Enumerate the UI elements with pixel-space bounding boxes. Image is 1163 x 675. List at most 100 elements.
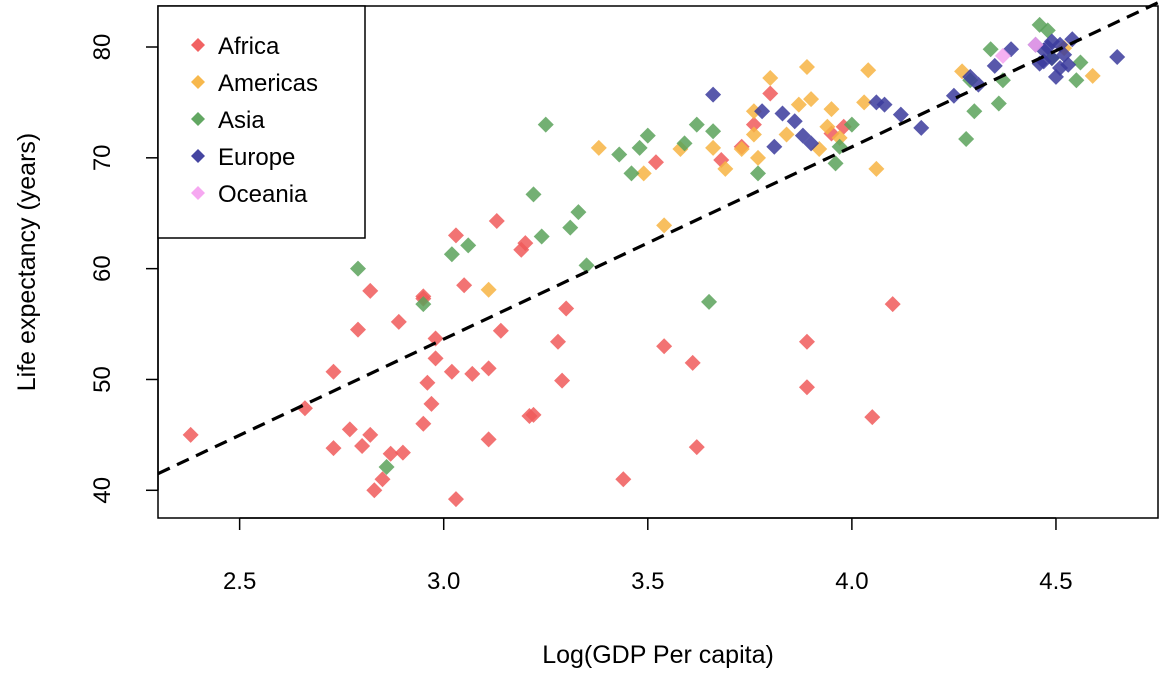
legend-label-americas: Americas: [218, 70, 318, 97]
data-point-africa-12: [390, 313, 407, 330]
data-point-americas-21: [860, 62, 877, 79]
data-point-americas-19: [831, 129, 848, 146]
data-point-asia-0: [350, 260, 366, 277]
data-point-africa-2: [325, 363, 342, 380]
data-point-americas-6: [717, 160, 734, 177]
x-tick-label: 2.5: [223, 568, 256, 595]
points-layer: [182, 16, 1126, 508]
data-point-americas-18: [823, 101, 840, 118]
data-point-africa-50: [864, 409, 881, 426]
data-point-americas-20: [856, 94, 873, 111]
data-point-africa-33: [525, 406, 542, 423]
data-point-asia-11: [611, 146, 628, 163]
data-point-americas-9: [745, 103, 762, 120]
data-point-asia-5: [525, 186, 542, 203]
data-point-asia-9: [570, 204, 587, 221]
data-point-asia-14: [639, 127, 656, 144]
data-point-asia-26: [982, 41, 999, 58]
data-point-africa-10: [374, 471, 391, 488]
data-point-africa-26: [480, 360, 497, 377]
data-point-europe-8: [876, 96, 893, 113]
data-point-asia-21: [831, 138, 848, 155]
data-point-africa-20: [427, 330, 444, 347]
data-point-europe-29: [1109, 48, 1126, 65]
data-point-americas-17: [819, 118, 836, 135]
data-point-europe-11: [945, 87, 962, 104]
data-point-asia-27: [990, 95, 1007, 112]
y-axis: 40 50 60 70 80: [89, 34, 159, 504]
data-point-africa-46: [798, 379, 815, 396]
data-point-asia-19: [750, 165, 766, 182]
data-point-asia-1: [378, 459, 395, 476]
legend-marker-europe: [191, 149, 205, 163]
data-point-asia-2: [415, 296, 432, 313]
data-point-americas-1: [590, 139, 607, 156]
data-point-africa-23: [447, 491, 464, 508]
data-point-americas-7: [733, 140, 750, 157]
legend-label-africa: Africa: [218, 33, 280, 60]
data-point-asia-10: [578, 257, 595, 274]
x-tick-label: 3.5: [631, 568, 664, 595]
data-point-asia-32: [1068, 72, 1085, 89]
data-point-asia-17: [701, 293, 718, 310]
data-point-oceania-1: [1027, 36, 1044, 53]
data-point-asia-18: [705, 123, 722, 140]
data-point-europe-9: [892, 106, 909, 123]
data-point-americas-8: [745, 126, 762, 143]
data-point-europe-10: [913, 119, 930, 136]
data-point-africa-40: [684, 354, 701, 371]
data-point-africa-13: [394, 444, 411, 461]
data-point-americas-14: [798, 58, 815, 75]
data-point-americas-12: [778, 126, 795, 143]
data-point-africa-36: [558, 300, 575, 317]
data-point-africa-9: [366, 482, 383, 499]
data-point-americas-15: [803, 91, 820, 108]
data-point-europe-6: [803, 135, 820, 152]
data-point-asia-23: [958, 130, 975, 147]
data-point-europe-0: [705, 86, 722, 103]
data-point-africa-18: [423, 395, 440, 412]
data-point-europe-22: [1043, 50, 1060, 67]
data-point-africa-0: [182, 426, 199, 443]
data-point-americas-22: [868, 160, 885, 177]
data-point-africa-21: [443, 363, 460, 380]
data-point-europe-28: [1064, 31, 1081, 48]
data-point-asia-25: [966, 103, 983, 120]
data-point-africa-51: [884, 296, 901, 313]
data-point-americas-25: [1084, 67, 1101, 84]
data-point-africa-6: [354, 437, 371, 454]
legend-marker-americas: [191, 75, 205, 89]
y-tick-label: 70: [89, 144, 116, 171]
y-tick-label: 80: [89, 34, 116, 61]
data-point-africa-27: [480, 431, 497, 448]
legend-marker-asia: [191, 112, 205, 126]
data-point-africa-45: [762, 85, 779, 102]
data-point-africa-16: [415, 415, 432, 432]
data-point-africa-34: [550, 333, 566, 350]
data-point-asia-4: [460, 237, 477, 254]
data-point-asia-8: [562, 219, 579, 236]
data-point-europe-1: [754, 103, 771, 120]
x-axis: 2.5 3.0 3.5 4.0 4.5: [223, 517, 1073, 595]
data-point-africa-38: [647, 154, 664, 171]
data-point-asia-33: [1072, 54, 1089, 71]
data-point-africa-19: [427, 350, 444, 367]
data-point-africa-37: [615, 471, 632, 488]
data-point-europe-2: [766, 138, 783, 155]
data-point-africa-25: [464, 365, 481, 382]
legend-label-europe: Europe: [218, 144, 295, 171]
data-point-africa-35: [554, 372, 571, 389]
legend-label-asia: Asia: [218, 107, 265, 134]
legend: Africa Americas Asia Europe Oceania: [157, 5, 366, 239]
data-point-africa-3: [325, 440, 342, 457]
data-point-africa-22: [447, 227, 464, 244]
data-point-americas-5: [705, 139, 722, 156]
data-point-asia-29: [1031, 16, 1048, 33]
data-point-europe-4: [786, 113, 803, 130]
data-point-africa-47: [798, 333, 815, 350]
data-point-americas-3: [656, 217, 673, 234]
data-point-africa-5: [350, 321, 366, 338]
data-point-africa-17: [419, 374, 436, 391]
data-point-africa-29: [492, 322, 509, 339]
